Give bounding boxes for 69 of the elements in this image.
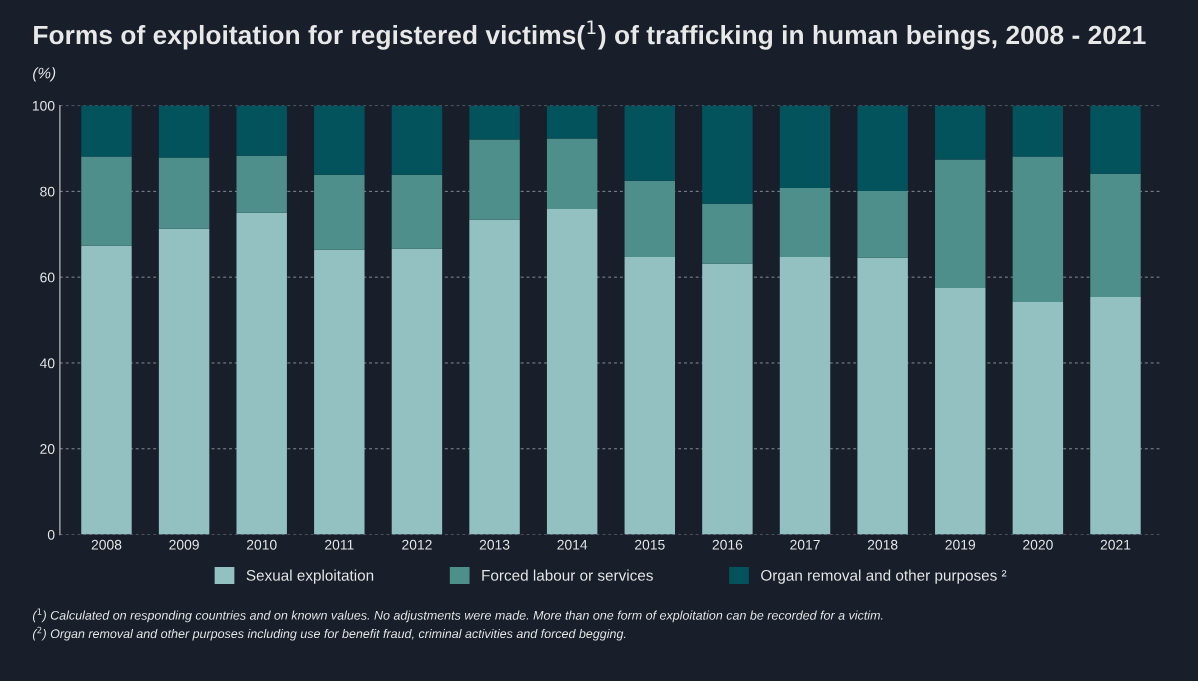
x-tick-label: 2011 bbox=[325, 539, 354, 550]
bar bbox=[314, 105, 365, 175]
bar bbox=[391, 174, 443, 249]
bar bbox=[1090, 296, 1141, 535]
bar bbox=[158, 157, 210, 229]
x-tick-label: 2016 bbox=[712, 539, 743, 550]
bar bbox=[1012, 156, 1064, 303]
bar bbox=[935, 287, 986, 535]
bar bbox=[391, 248, 443, 535]
bar bbox=[314, 249, 365, 535]
bar bbox=[1012, 302, 1064, 535]
bar bbox=[702, 105, 753, 204]
bar bbox=[702, 203, 753, 264]
x-tick-label: 2012 bbox=[402, 539, 432, 550]
x-tick-label: 2019 bbox=[945, 539, 976, 550]
text: ($^{2}$) Organ removal and other purposes including use for benefit fraud, criminal activities and forced begging. bbox=[32, 626, 626, 641]
bar bbox=[1012, 105, 1064, 157]
bar bbox=[779, 257, 831, 535]
bar bbox=[158, 228, 210, 535]
bar bbox=[702, 263, 753, 535]
x-tick-label: 2015 bbox=[635, 539, 665, 550]
bar bbox=[857, 190, 908, 258]
chart-subtitle: (%) bbox=[33, 67, 56, 82]
bar bbox=[857, 105, 908, 191]
bar bbox=[81, 105, 132, 157]
bar bbox=[546, 138, 598, 209]
x-tick-label: 2017 bbox=[790, 539, 820, 550]
x-tick-label: 2009 bbox=[169, 539, 199, 550]
bar bbox=[158, 105, 210, 158]
y-tick-label: 80 bbox=[40, 186, 55, 197]
x-tick-label: 2013 bbox=[479, 539, 510, 550]
y-tick-label: 100 bbox=[32, 100, 55, 111]
bar bbox=[624, 257, 676, 535]
chart-title: Forms of exploitation for registered victims($^{1}$) of trafficking in human beings, 2008 - 2021 bbox=[34, 20, 1146, 50]
bar bbox=[236, 155, 287, 213]
legend-label: Forced labour or services bbox=[482, 569, 653, 581]
bar bbox=[236, 105, 287, 156]
y-tick-label: 40 bbox=[39, 358, 55, 369]
bar bbox=[1090, 173, 1141, 297]
bar bbox=[624, 180, 676, 257]
x-tick-label: 2010 bbox=[246, 539, 277, 550]
bar bbox=[546, 208, 598, 535]
bar bbox=[314, 174, 365, 250]
bar bbox=[546, 105, 598, 139]
bar bbox=[469, 105, 520, 140]
y-tick-label: 60 bbox=[40, 272, 55, 283]
y-tick-label: 0 bbox=[47, 529, 55, 540]
bar bbox=[236, 212, 287, 535]
bar bbox=[779, 187, 831, 257]
bar bbox=[469, 219, 520, 535]
legend-label: Sexual exploitation bbox=[246, 569, 374, 584]
bar bbox=[935, 159, 986, 288]
bar bbox=[469, 139, 520, 220]
x-tick-label: 2014 bbox=[557, 539, 588, 550]
bar bbox=[391, 105, 443, 175]
x-tick-label: 2018 bbox=[867, 539, 898, 550]
y-tick-label: 20 bbox=[40, 444, 55, 454]
text: ($^{1}$) Calculated on responding countries and on known values. No adjustments were made. More than one form of exploitation can be recorded for a victim. bbox=[32, 608, 883, 623]
bar bbox=[857, 257, 908, 535]
bar bbox=[935, 105, 986, 160]
x-tick-label: 2021 bbox=[1100, 539, 1131, 550]
bar bbox=[1090, 105, 1141, 174]
legend-label: Organ removal and other purposes ² bbox=[761, 569, 1007, 584]
bar bbox=[81, 245, 132, 535]
bar bbox=[779, 105, 831, 188]
bar bbox=[624, 105, 676, 181]
bar bbox=[81, 156, 132, 246]
x-tick-label: 2008 bbox=[91, 539, 122, 550]
x-tick-label: 2020 bbox=[1023, 539, 1053, 550]
